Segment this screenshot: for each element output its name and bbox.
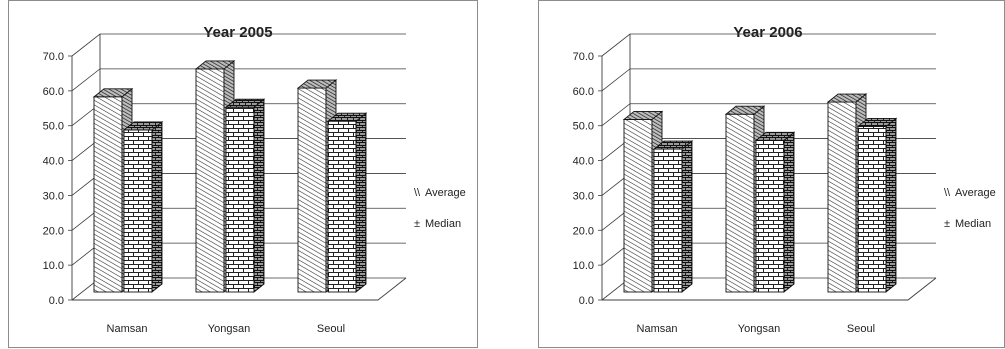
- y-tick-label: 40.0: [573, 156, 594, 168]
- median-bar-side: [681, 140, 693, 293]
- median-bar-side: [783, 131, 795, 293]
- median-bar-front: [653, 148, 683, 293]
- x-category-label: Seoul: [847, 323, 875, 335]
- chart-panel-2005: Year 2005 0.0 10.0 20.0 30.0 40.0 50.0 60.0 70.0…: [8, 0, 478, 349]
- median-bar: [122, 120, 164, 293]
- x-category-label: Yongsan: [208, 323, 250, 335]
- chart-title: Year 2005: [203, 24, 272, 41]
- average-bar-top: [622, 111, 664, 120]
- legend-symbol: \\: [414, 187, 421, 199]
- chart-2005: Year 2005 0.0 10.0 20.0 30.0 40.0 50.0 60.0 70.0…: [8, 0, 478, 348]
- y-tick-label: 10.0: [573, 260, 594, 272]
- x-category-label: Namsan: [107, 323, 148, 335]
- y-tick-label: 0.0: [579, 295, 594, 307]
- y-tick-label: 40.0: [43, 156, 64, 168]
- average-bar-front: [623, 119, 653, 293]
- median-bar-front: [857, 125, 887, 293]
- average-bar-top: [92, 88, 134, 98]
- x-category-label: Seoul: [317, 323, 345, 335]
- average-bar-top: [826, 93, 868, 103]
- y-tick-label: 0.0: [49, 295, 64, 307]
- median-bar-top: [224, 98, 266, 108]
- y-tick-label: 50.0: [573, 121, 594, 133]
- median-bar-front: [755, 139, 785, 293]
- chart-panel-2006: Year 2006 0.0 10.0 20.0 30.0 40.0 50.0 60.0 70.0…: [538, 0, 1005, 349]
- y-tick-label: 60.0: [43, 86, 64, 98]
- gridline: [71, 33, 406, 57]
- median-bar-top: [856, 117, 898, 127]
- median-bar: [856, 117, 898, 293]
- x-category-label: Namsan: [637, 323, 678, 335]
- y-tick-label: 70.0: [43, 51, 64, 63]
- average-bar-top: [194, 60, 236, 70]
- gridline: [601, 68, 936, 92]
- y-tick-label: 10.0: [43, 260, 64, 272]
- legend-label-average: Average: [955, 187, 996, 199]
- legend-label-median: Median: [955, 218, 991, 230]
- y-tick-label: 70.0: [573, 51, 594, 63]
- average-bar-front: [725, 113, 755, 293]
- chart-title: Year 2006: [733, 24, 802, 41]
- median-bar-top: [326, 112, 368, 122]
- legend-symbol: ±: [414, 218, 420, 230]
- median-bar: [652, 140, 694, 293]
- average-bar-front: [93, 96, 123, 293]
- legend-label-median: Median: [425, 218, 461, 230]
- median-bar-top: [652, 140, 694, 150]
- median-bar-side: [885, 117, 897, 293]
- average-bar-top: [724, 105, 766, 115]
- y-tick-label: 30.0: [573, 190, 594, 202]
- median-bar-side: [151, 120, 163, 293]
- legend-label-average: Average: [425, 187, 466, 199]
- median-bar-top: [754, 131, 796, 141]
- median-bar: [224, 98, 266, 293]
- gridline: [71, 68, 406, 92]
- average-bar-front: [827, 101, 857, 293]
- median-bar: [754, 131, 796, 293]
- median-bar-top: [122, 121, 164, 131]
- floor-edge: [72, 277, 407, 301]
- median-bar: [326, 112, 368, 293]
- median-bar-front: [225, 106, 255, 293]
- y-tick-label: 30.0: [43, 190, 64, 202]
- y-tick-label: 50.0: [43, 121, 64, 133]
- x-category-label: Yongsan: [738, 323, 780, 335]
- y-tick-label: 20.0: [573, 225, 594, 237]
- y-tick-label: 60.0: [573, 86, 594, 98]
- chart-2006: Year 2006 0.0 10.0 20.0 30.0 40.0 50.0 60.0 70.0…: [538, 0, 1005, 348]
- average-bar-front: [195, 68, 225, 293]
- gridline: [601, 33, 936, 57]
- median-bar-side: [355, 112, 367, 293]
- floor-edge: [602, 277, 937, 301]
- legend-symbol: ±: [944, 218, 950, 230]
- median-bar-front: [123, 129, 153, 293]
- median-bar-side: [253, 98, 265, 293]
- average-bar-top: [296, 79, 338, 89]
- median-bar-front: [327, 120, 357, 293]
- average-bar-front: [297, 87, 327, 293]
- y-tick-label: 20.0: [43, 225, 64, 237]
- legend-symbol: \\: [944, 187, 951, 199]
